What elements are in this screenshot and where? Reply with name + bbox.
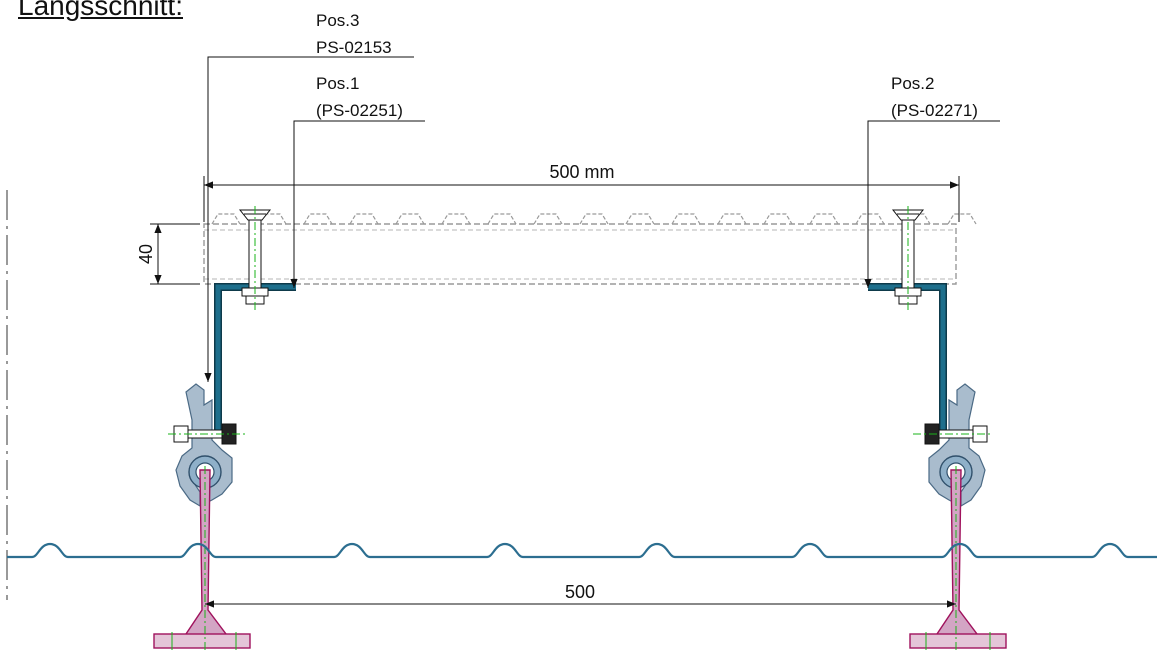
dimension-bottom-label: 500 <box>565 582 595 602</box>
label-pos3-line1: Pos.3 <box>316 11 359 30</box>
grating-rib <box>441 213 471 225</box>
dimension-top-label: 500 mm <box>549 162 614 182</box>
drawing-title: Längsschnitt: <box>18 0 183 21</box>
screw-left <box>238 206 272 312</box>
grating-rib <box>257 213 287 225</box>
grating-rib <box>855 213 885 225</box>
grating-rib <box>947 213 977 225</box>
grating-rib <box>717 213 747 225</box>
grating-rib <box>487 213 517 225</box>
label-pos3-line2: PS-02153 <box>316 38 392 57</box>
grating-rib <box>809 213 839 225</box>
leader-pos1 <box>290 120 425 288</box>
dimension-height-label: 40 <box>136 244 156 264</box>
dimension-top <box>203 176 960 222</box>
label-pos1-line1: Pos.1 <box>316 74 359 93</box>
left-bracket <box>214 283 296 433</box>
label-pos2-line1: Pos.2 <box>891 74 934 93</box>
grating-rib <box>625 213 655 225</box>
screw-right <box>891 206 925 312</box>
grating-rib <box>349 213 379 225</box>
rail-right <box>909 466 1007 650</box>
right-bracket <box>868 283 947 433</box>
dimension-height <box>150 223 200 285</box>
label-pos2-line2: (PS-02271) <box>891 101 978 120</box>
leader-pos3 <box>204 56 414 382</box>
grating-rib <box>763 213 793 225</box>
leader-pos2 <box>864 120 1000 288</box>
grating-rib <box>533 213 563 225</box>
grating-rib <box>671 213 701 225</box>
grating-rib <box>303 213 333 225</box>
bolt-right <box>913 423 993 445</box>
bolt-left <box>168 423 248 445</box>
grating-rib <box>211 213 241 225</box>
grating-rib <box>579 213 609 225</box>
roof-sheet <box>7 542 1157 559</box>
grating-panel <box>203 213 977 285</box>
label-pos1-line2: (PS-02251) <box>316 101 403 120</box>
grating-rib <box>395 213 425 225</box>
rail-left <box>153 466 251 650</box>
